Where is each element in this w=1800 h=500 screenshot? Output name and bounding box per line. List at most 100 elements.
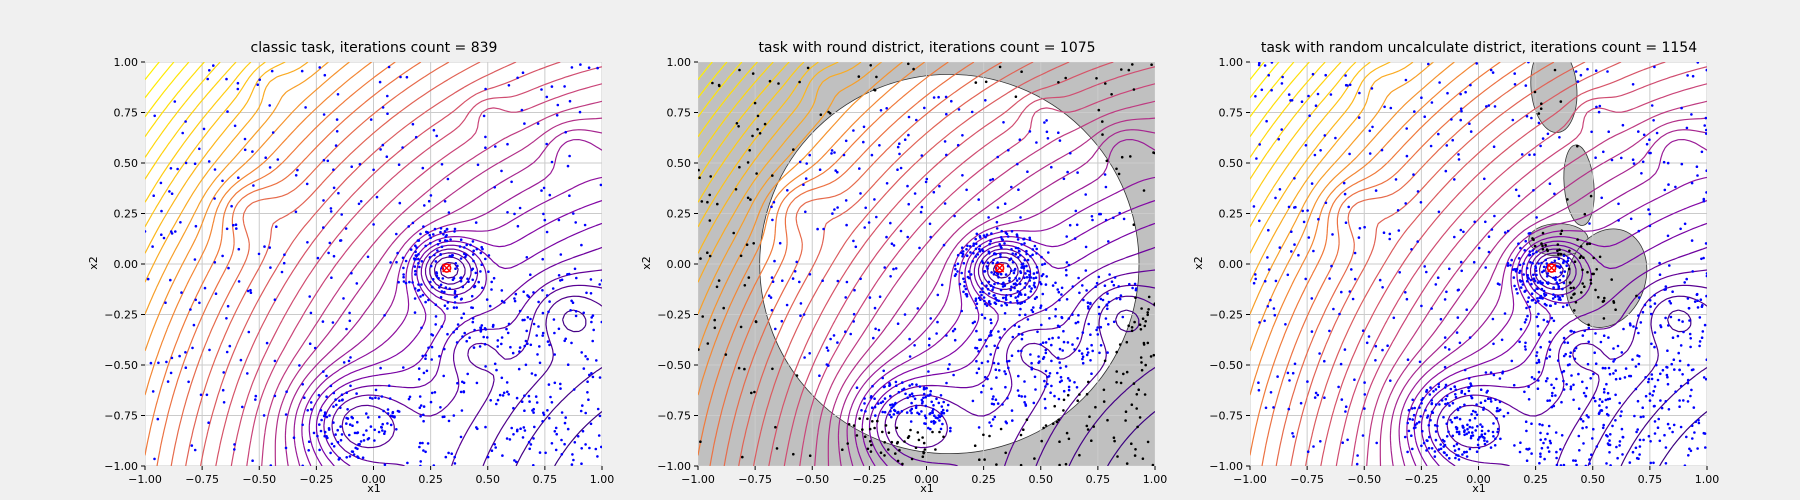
trial-point	[1041, 292, 1045, 296]
trial-point	[348, 311, 351, 315]
trial-point	[1095, 328, 1098, 332]
trial-point	[1427, 62, 1430, 66]
trial-point	[1374, 189, 1378, 192]
trial-point	[774, 327, 777, 331]
trial-point	[999, 272, 1003, 276]
trial-point	[536, 122, 540, 125]
forbidden-trial-point	[1106, 418, 1109, 422]
trial-point	[1000, 304, 1003, 307]
trial-point	[1609, 464, 1612, 466]
trial-point	[990, 271, 993, 274]
trial-point	[1348, 290, 1352, 293]
trial-point	[424, 244, 428, 248]
trial-point	[1705, 294, 1707, 298]
trial-point	[803, 356, 806, 359]
trial-point	[1640, 172, 1643, 175]
trial-point	[518, 309, 522, 313]
trial-point	[1513, 444, 1516, 447]
trial-point	[1019, 253, 1022, 257]
trial-point	[1059, 375, 1063, 379]
contour-line	[1446, 252, 1707, 466]
contour-line	[145, 62, 286, 254]
trial-point	[1466, 427, 1469, 431]
trial-point	[419, 460, 423, 463]
trial-point	[402, 366, 405, 369]
trial-point	[1648, 299, 1652, 302]
trial-point	[1600, 409, 1603, 412]
trial-point	[1468, 122, 1471, 125]
trial-point	[1081, 331, 1085, 334]
trial-point	[1537, 360, 1541, 364]
trial-point	[969, 273, 973, 276]
trial-point	[149, 361, 153, 365]
trial-point	[1034, 276, 1038, 280]
trial-point	[1020, 395, 1023, 398]
trial-point	[1112, 216, 1115, 220]
trial-point	[233, 448, 236, 451]
trial-point	[532, 411, 535, 414]
trial-point	[336, 93, 340, 96]
trial-point	[1411, 418, 1414, 421]
trial-point	[523, 409, 526, 413]
trial-point	[1357, 236, 1361, 239]
forbidden-trial-point	[758, 132, 762, 135]
forbidden-trial-point	[858, 417, 861, 420]
trial-point	[1316, 393, 1320, 397]
trial-point	[1058, 347, 1062, 351]
trial-point	[1678, 405, 1681, 409]
trial-point	[351, 424, 354, 428]
x-tick-label: −0.25	[1405, 473, 1439, 486]
trial-point	[459, 257, 463, 260]
trial-point	[157, 361, 160, 365]
trial-point	[998, 369, 1001, 372]
contour-line	[1107, 411, 1155, 466]
trial-point	[1489, 371, 1493, 374]
trial-point	[383, 430, 387, 433]
trial-point	[1288, 379, 1291, 382]
trial-point	[1343, 348, 1347, 351]
trial-point	[1635, 430, 1638, 434]
trial-point	[1438, 403, 1441, 406]
trial-point	[1565, 303, 1569, 307]
trial-point	[1592, 396, 1596, 400]
trial-point	[1452, 444, 1456, 448]
trial-point	[844, 199, 848, 202]
trial-point	[1021, 333, 1024, 336]
trial-point	[1573, 357, 1577, 361]
x-tick-label: 0.75	[1638, 473, 1663, 486]
trial-point	[1677, 318, 1681, 322]
forbidden-trial-point	[819, 113, 823, 116]
trial-point	[1443, 336, 1447, 339]
trial-point	[1073, 348, 1076, 351]
forbidden-trial-point	[1135, 393, 1139, 396]
trial-point	[1601, 400, 1604, 404]
forbidden-trial-point	[1137, 388, 1140, 392]
trial-point	[1016, 247, 1020, 250]
contour-line	[738, 62, 1034, 466]
trial-point	[1455, 442, 1459, 446]
trial-point	[1554, 302, 1557, 305]
trial-point	[529, 273, 532, 277]
trial-point	[1467, 386, 1470, 390]
forbidden-trial-point	[768, 79, 772, 83]
trial-point	[1340, 290, 1343, 294]
trial-point	[1355, 462, 1359, 466]
trial-point	[1533, 289, 1537, 292]
forbidden-trial-point	[1125, 340, 1129, 344]
trial-point	[923, 106, 926, 110]
trial-point	[318, 66, 322, 69]
trial-point	[251, 150, 254, 153]
trial-point	[1639, 415, 1643, 419]
trial-point	[965, 248, 968, 251]
trial-point	[170, 232, 174, 235]
forbidden-trial-point	[746, 196, 750, 200]
trial-point	[1553, 259, 1557, 263]
trial-point	[961, 134, 964, 137]
trial-point	[429, 242, 432, 245]
trial-point	[1595, 445, 1599, 448]
trial-point	[962, 290, 965, 294]
trial-point	[961, 254, 964, 258]
trial-point	[1614, 393, 1617, 397]
trial-point	[375, 195, 379, 199]
trial-point	[1451, 401, 1455, 405]
